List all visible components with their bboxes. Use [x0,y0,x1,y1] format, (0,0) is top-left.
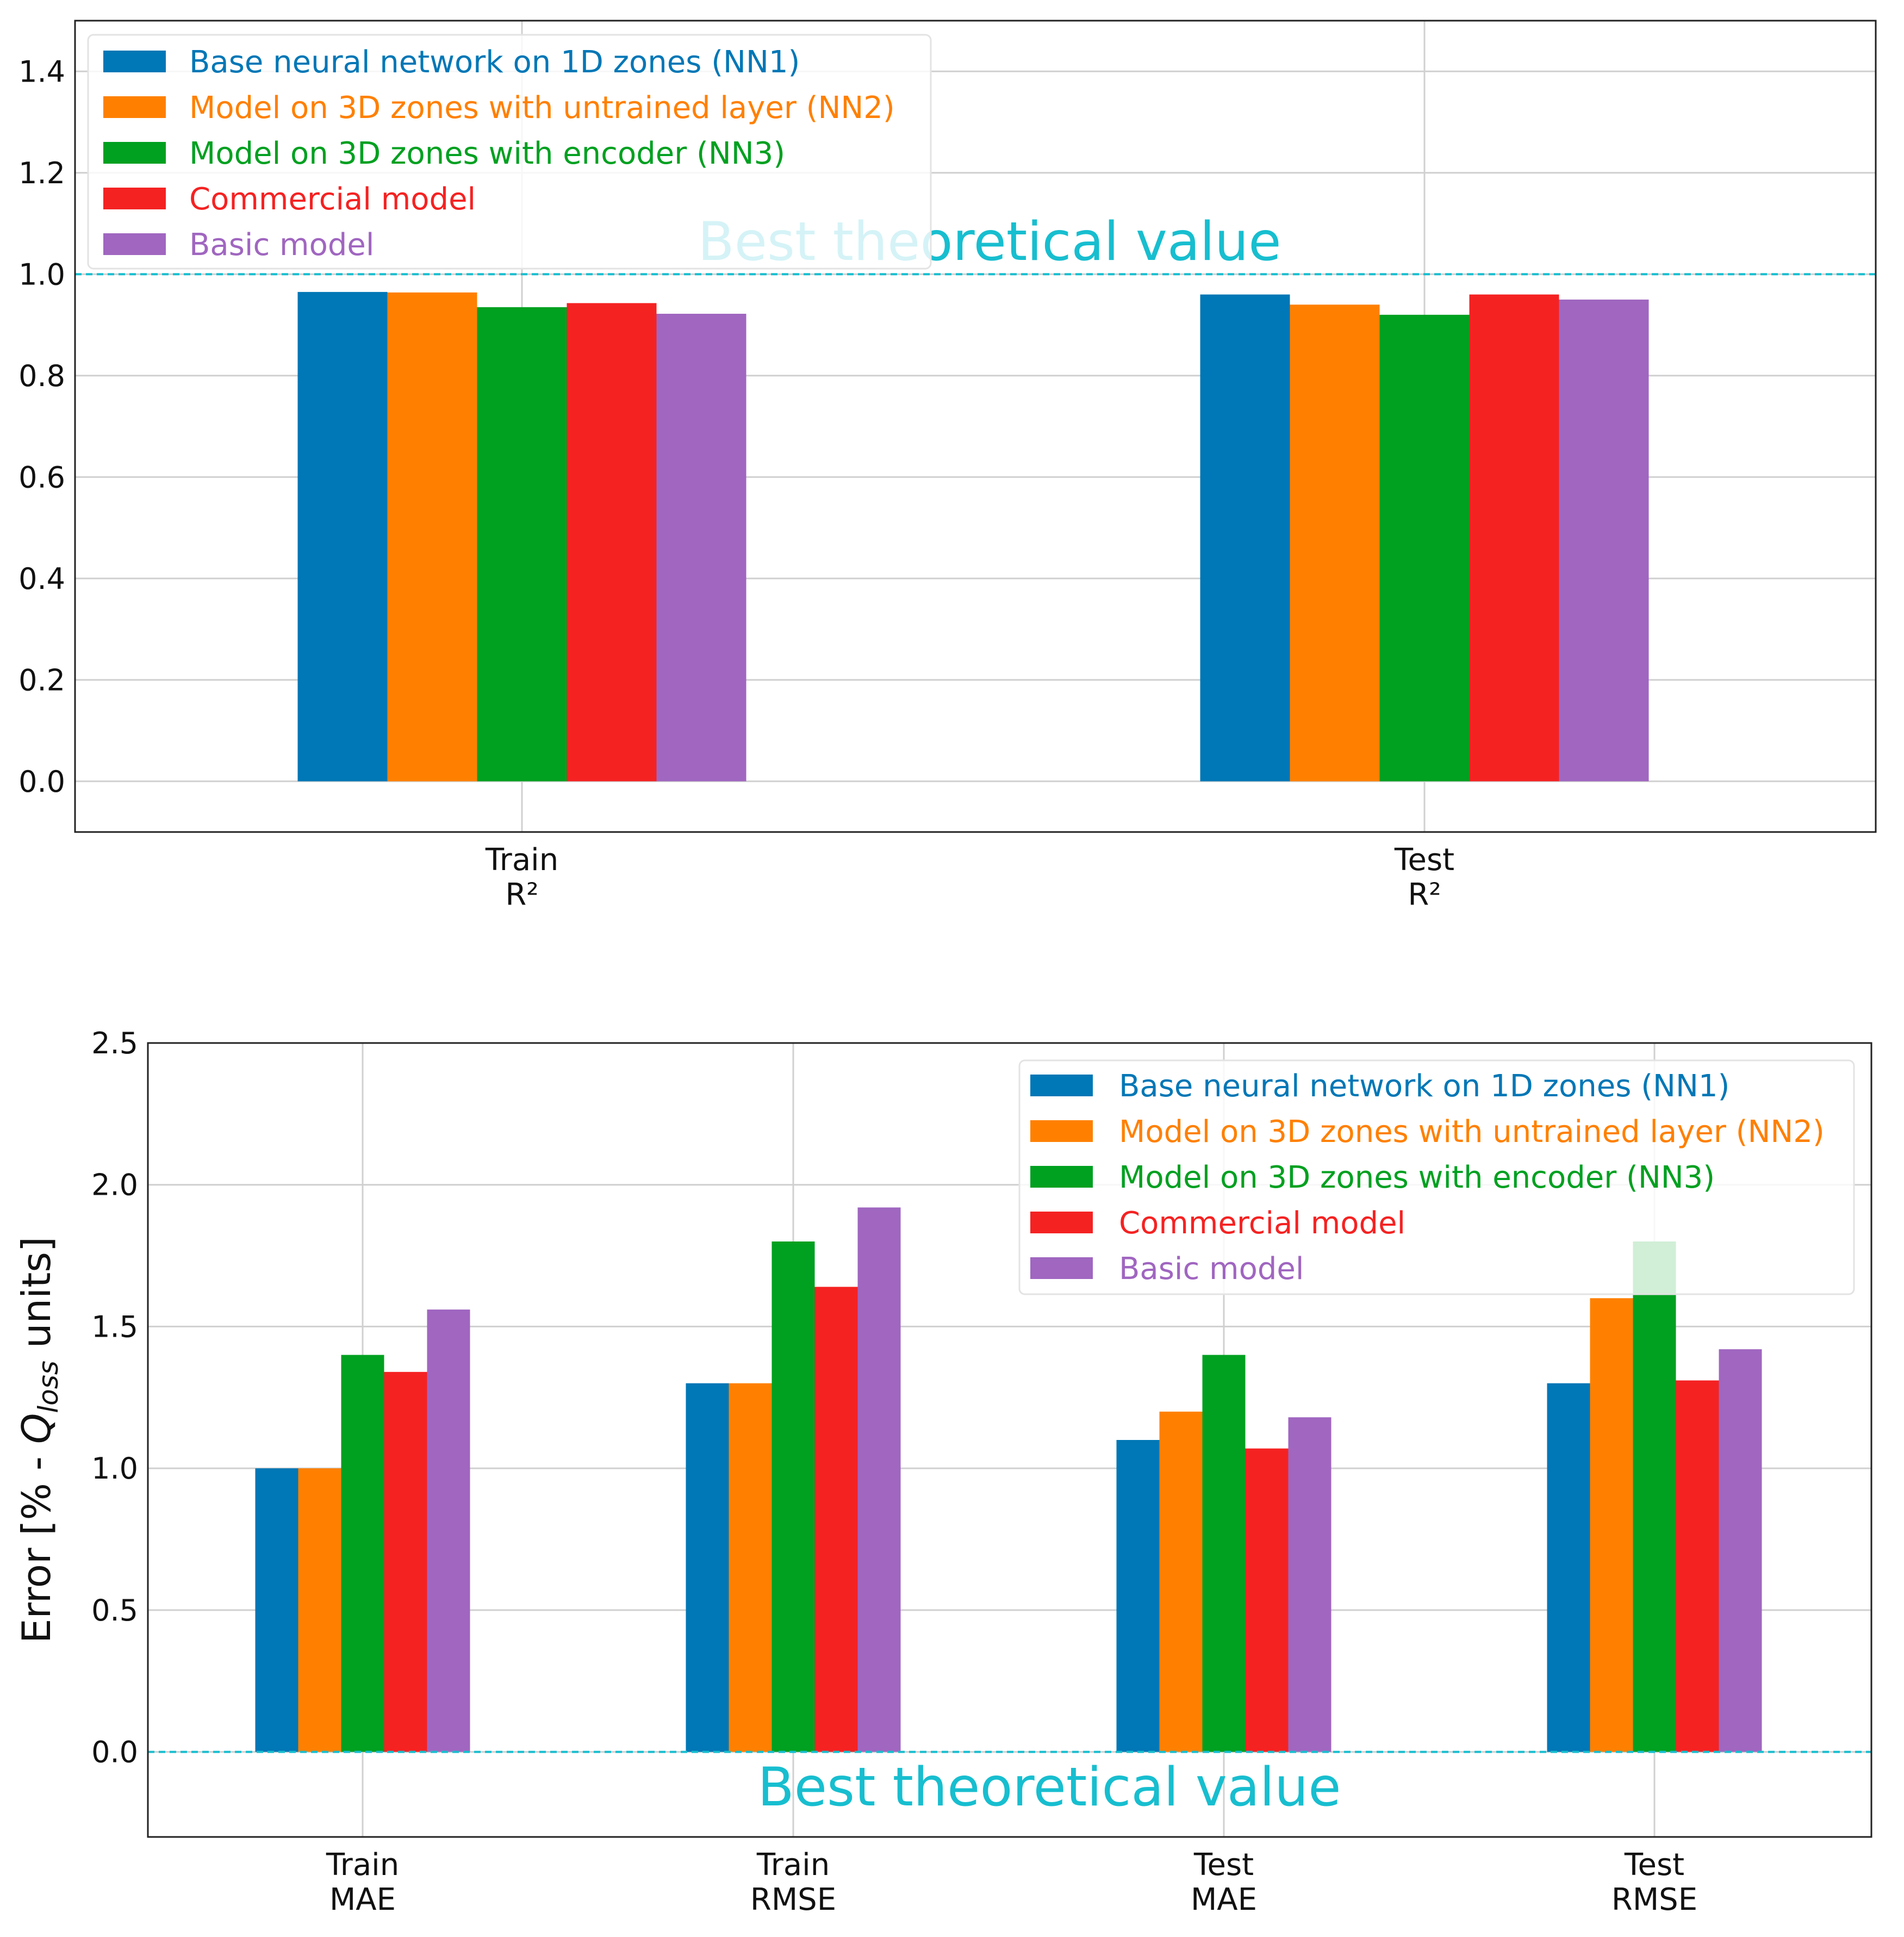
bar [686,1383,729,1752]
bar [656,313,746,781]
y-tick-label: 0.0 [91,1735,138,1770]
x-category-sublabel: MAE [1191,1882,1257,1917]
bar [1202,1355,1246,1752]
legend-swatch [103,188,166,209]
legend-swatch [103,233,166,255]
legend-label: Model on 3D zones with untrained layer (… [189,90,895,126]
bar [567,303,657,781]
x-category-label: Train [756,1847,830,1883]
x-category-label: Test [1193,1847,1254,1883]
legend-swatch [1030,1166,1093,1188]
legend-label: Basic model [189,227,374,263]
bar [1159,1411,1203,1752]
y-tick-label: 1.0 [91,1451,138,1486]
x-category-label: Test [1394,842,1454,878]
y-tick-label: 1.2 [18,156,65,190]
legend-swatch [1030,1075,1093,1096]
bar [298,1468,341,1752]
legend-label: Model on 3D zones with untrained layer (… [1119,1114,1825,1150]
plot-frame [147,1042,1872,1838]
legend-box [87,34,932,270]
bar [297,291,388,781]
y-tick-label: 0.2 [18,663,65,697]
y-tick-label: 0.5 [91,1593,138,1628]
y-axis-title-subscript: loss [33,1361,64,1413]
legend-label: Model on 3D zones with encoder (NN3) [1119,1160,1715,1195]
legend-swatch [1030,1120,1093,1142]
y-tick-label: 1.4 [18,54,65,89]
y-tick-label: 0.0 [18,765,65,799]
x-category-label: Test [1624,1847,1684,1883]
x-category-label: Train [326,1847,399,1883]
bar [341,1355,384,1752]
bar [1633,1241,1676,1752]
bar [387,292,477,781]
y-tick-label: 2.5 [91,1026,138,1060]
y-axis-title-symbol: Q [14,1413,59,1444]
bar [771,1241,815,1752]
x-category-sublabel: R² [1408,877,1441,912]
bar [814,1287,858,1752]
legend-label: Base neural network on 1D zones (NN1) [1119,1069,1729,1104]
bar [729,1383,772,1752]
x-category-sublabel: RMSE [1611,1882,1697,1917]
bar [1116,1440,1160,1752]
bar [1676,1380,1719,1752]
bar [857,1207,901,1752]
chart-error: 0.0 0.5 1.0 1.5 2.0 2.5 Best theoretical value… [14,1026,1872,1917]
x-category-label: Train [485,842,558,878]
legend-swatch [103,51,166,72]
bar [255,1468,298,1752]
y-tick-label: 1.0 [18,257,65,291]
legend-label: Commercial model [189,182,476,217]
legend-swatch [103,142,166,164]
legend-label: Model on 3D zones with encoder (NN3) [189,136,785,171]
plot-frame [74,20,1877,833]
bar [1719,1349,1762,1752]
y-tick-label: 0.8 [18,359,65,393]
y-axis-title-suffix: units] [14,1237,59,1361]
legend-swatch [1030,1257,1093,1279]
y-tick-label: 2.0 [91,1168,138,1202]
bar [1559,299,1649,781]
bar [1379,314,1470,781]
bar [477,307,567,781]
legend-swatch [103,96,166,118]
legend-box [1018,1059,1855,1295]
bar [384,1371,427,1752]
y-tick-label: 0.6 [18,460,65,494]
legend-label: Base neural network on 1D zones (NN1) [189,45,800,80]
y-tick-label: 1.5 [91,1309,138,1344]
legend-label: Basic model [1119,1251,1304,1287]
bar [1245,1448,1289,1752]
bar [1547,1383,1590,1752]
y-tick-label: 0.4 [18,562,65,596]
legend-swatch [1030,1212,1093,1233]
bar [1288,1417,1331,1752]
x-category-sublabel: R² [505,877,538,912]
bar [1200,294,1290,781]
bar [1290,305,1380,781]
bar [1590,1298,1633,1752]
reference-line-label: Best theoretical value [757,1756,1341,1818]
bar [1469,294,1559,781]
x-category-sublabel: MAE [329,1882,396,1917]
y-axis-title: Error [% - Qloss units] [14,1237,64,1643]
bar [427,1309,470,1752]
x-category-sublabel: RMSE [750,1882,836,1917]
legend-label: Commercial model [1119,1206,1405,1241]
y-axis-title-prefix: Error [% - [14,1444,59,1643]
